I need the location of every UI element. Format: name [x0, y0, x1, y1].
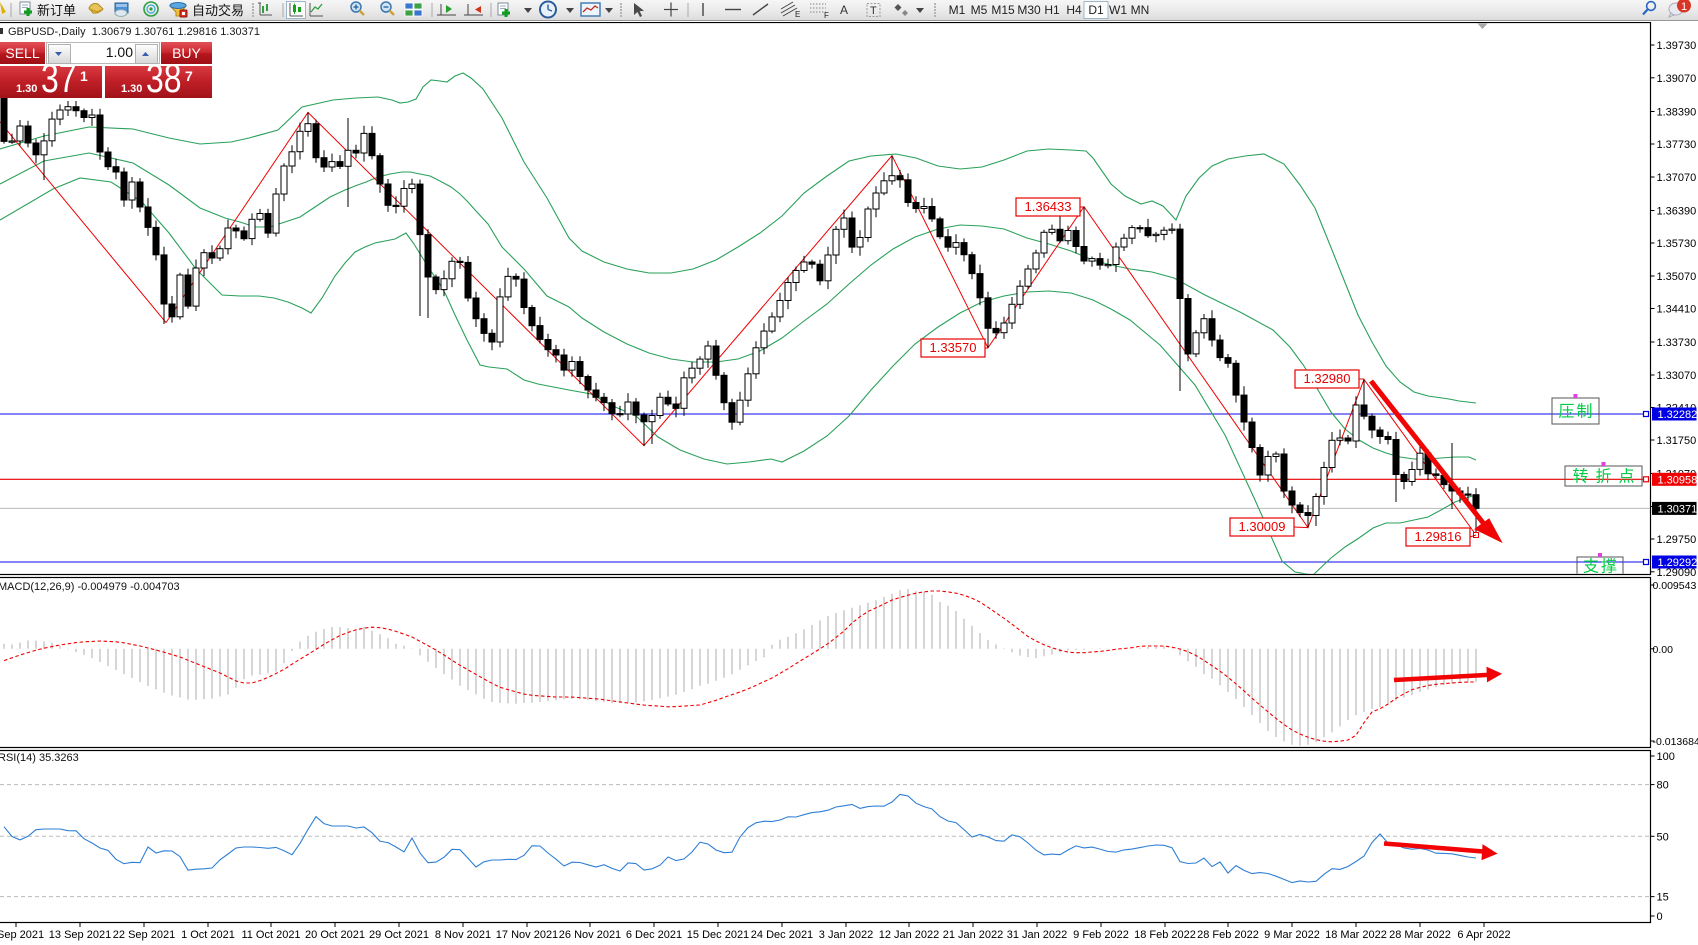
svg-text:T: T — [870, 5, 877, 17]
svg-text:3 Jan 2022: 3 Jan 2022 — [819, 929, 873, 941]
svg-text:1.33570: 1.33570 — [930, 340, 977, 355]
svg-text:100: 100 — [1657, 751, 1675, 763]
svg-text:0: 0 — [1657, 911, 1663, 923]
svg-text:A: A — [840, 3, 848, 17]
svg-text:12 Jan 2022: 12 Jan 2022 — [879, 929, 940, 941]
svg-text:1.37730: 1.37730 — [1657, 139, 1697, 151]
svg-text:H4: H4 — [1066, 3, 1082, 17]
svg-text:1.30009: 1.30009 — [1239, 519, 1286, 534]
svg-text:E: E — [795, 10, 800, 19]
svg-text:1: 1 — [1681, 1, 1687, 13]
svg-text:21 Jan 2022: 21 Jan 2022 — [943, 929, 1004, 941]
svg-text:1.33730: 1.33730 — [1657, 337, 1697, 349]
svg-text:M15: M15 — [991, 3, 1015, 17]
svg-text:1.29090: 1.29090 — [1657, 567, 1697, 579]
svg-text:0.00: 0.00 — [1653, 644, 1674, 656]
svg-text:9 Feb 2022: 9 Feb 2022 — [1073, 929, 1129, 941]
svg-text:M1: M1 — [949, 3, 966, 17]
svg-text:22 Sep 2021: 22 Sep 2021 — [113, 929, 175, 941]
svg-text:1.36433: 1.36433 — [1025, 199, 1072, 214]
svg-text:15: 15 — [1657, 892, 1669, 904]
svg-text:1.32282: 1.32282 — [1658, 409, 1698, 421]
svg-text:压制: 压制 — [1558, 403, 1594, 421]
svg-text:18 Feb 2022: 18 Feb 2022 — [1134, 929, 1196, 941]
svg-text:1.30958: 1.30958 — [1658, 474, 1698, 486]
svg-text:15 Dec 2021: 15 Dec 2021 — [687, 929, 749, 941]
svg-text:1.37070: 1.37070 — [1657, 172, 1697, 184]
svg-text:6 Dec 2021: 6 Dec 2021 — [626, 929, 682, 941]
svg-text:1.35730: 1.35730 — [1657, 238, 1697, 250]
svg-text:1.29750: 1.29750 — [1657, 534, 1697, 546]
svg-text:1.39730: 1.39730 — [1657, 40, 1697, 52]
svg-text:支撑: 支撑 — [1583, 558, 1619, 576]
svg-text:-0.013684: -0.013684 — [1653, 736, 1698, 748]
svg-text:24 Dec 2021: 24 Dec 2021 — [751, 929, 813, 941]
svg-text:1.35070: 1.35070 — [1657, 271, 1697, 283]
svg-text:29 Oct 2021: 29 Oct 2021 — [369, 929, 429, 941]
svg-text:1.30371: 1.30371 — [1658, 503, 1698, 515]
svg-text:1.33070: 1.33070 — [1657, 370, 1697, 382]
svg-text:MACD(12,26,9) -0.004979 -0.004: MACD(12,26,9) -0.004979 -0.004703 — [0, 581, 180, 593]
svg-text:17 Nov 2021: 17 Nov 2021 — [496, 929, 558, 941]
svg-text:自动交易: 自动交易 — [192, 3, 244, 18]
svg-text:1.29292: 1.29292 — [1658, 557, 1698, 569]
svg-text:1.31750: 1.31750 — [1657, 435, 1697, 447]
svg-text:31 Jan 2022: 31 Jan 2022 — [1007, 929, 1068, 941]
svg-text:50: 50 — [1657, 831, 1669, 843]
svg-text:9 Mar 2022: 9 Mar 2022 — [1264, 929, 1320, 941]
svg-text:1.32980: 1.32980 — [1304, 371, 1351, 386]
svg-text:1.34410: 1.34410 — [1657, 304, 1697, 316]
svg-text:11 Oct 2021: 11 Oct 2021 — [241, 929, 300, 941]
svg-text:18 Mar 2022: 18 Mar 2022 — [1325, 929, 1387, 941]
svg-text:M5: M5 — [971, 3, 988, 17]
svg-text:13 Sep 2021: 13 Sep 2021 — [49, 929, 111, 941]
svg-text:H1: H1 — [1044, 3, 1060, 17]
svg-text:26 Nov 2021: 26 Nov 2021 — [559, 929, 621, 941]
svg-text:D1: D1 — [1088, 3, 1104, 17]
svg-text:1.29816: 1.29816 — [1415, 529, 1462, 544]
svg-text:W1: W1 — [1109, 3, 1127, 17]
svg-text:20 Oct 2021: 20 Oct 2021 — [305, 929, 365, 941]
svg-text:3 Sep 2021: 3 Sep 2021 — [0, 929, 44, 941]
svg-text:1.39070: 1.39070 — [1657, 73, 1697, 85]
svg-text:RSI(14) 35.3263: RSI(14) 35.3263 — [0, 752, 79, 764]
svg-text:1 Oct 2021: 1 Oct 2021 — [181, 929, 235, 941]
svg-text:8 Nov 2021: 8 Nov 2021 — [435, 929, 491, 941]
svg-text:0.009543: 0.009543 — [1653, 580, 1697, 592]
svg-text:F: F — [824, 11, 829, 20]
svg-text:28 Feb 2022: 28 Feb 2022 — [1197, 929, 1259, 941]
svg-text:GBPUSD-,Daily 1.30679 1.30761: GBPUSD-,Daily 1.30679 1.30761 1.29816 1.… — [8, 26, 260, 38]
svg-text:80: 80 — [1657, 780, 1669, 792]
svg-text:1.38390: 1.38390 — [1657, 107, 1697, 119]
svg-text:6 Apr 2022: 6 Apr 2022 — [1457, 929, 1510, 941]
svg-text:MN: MN — [1131, 3, 1150, 17]
svg-text:1.36390: 1.36390 — [1657, 206, 1697, 218]
svg-text:转折点: 转折点 — [1572, 468, 1641, 486]
svg-text:M30: M30 — [1017, 3, 1041, 17]
svg-text:新订单: 新订单 — [37, 3, 76, 18]
svg-text:28 Mar 2022: 28 Mar 2022 — [1389, 929, 1451, 941]
